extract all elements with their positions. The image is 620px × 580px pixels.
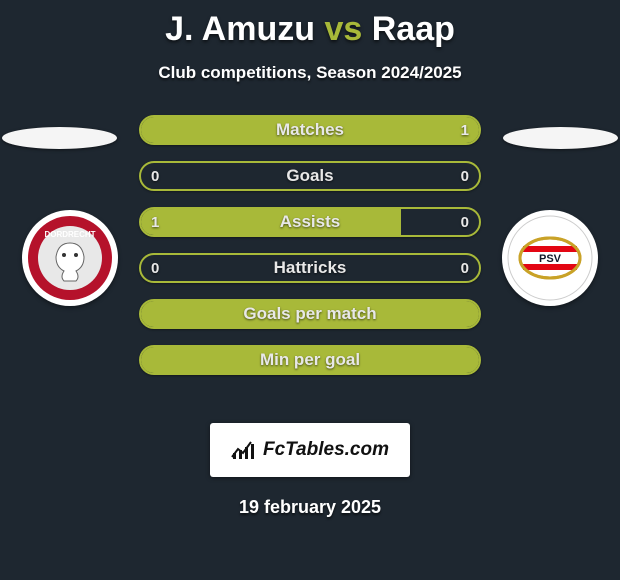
player2-club-crest: PSV bbox=[502, 210, 598, 306]
player2-name: Raap bbox=[372, 10, 455, 48]
comparison-stage: DORDRECHT PSV Matches1Goals00Assists10Ha… bbox=[0, 115, 620, 415]
player1-club-crest: DORDRECHT bbox=[22, 210, 118, 306]
stat-bar-label: Min per goal bbox=[141, 347, 479, 373]
stat-value-right: 1 bbox=[461, 117, 469, 143]
stat-bar-label: Matches bbox=[141, 117, 479, 143]
stat-bar-label: Goals per match bbox=[141, 301, 479, 327]
stat-bar-label: Goals bbox=[141, 163, 479, 189]
stat-value-left: 0 bbox=[151, 255, 159, 281]
psv-crest-icon: PSV bbox=[507, 215, 593, 301]
player2-head-placeholder bbox=[503, 127, 618, 149]
chart-icon bbox=[231, 439, 257, 461]
stat-value-right: 0 bbox=[461, 209, 469, 235]
stat-bar: Goals0 0 bbox=[139, 161, 481, 191]
stat-bar-label: Hattricks bbox=[141, 255, 479, 281]
vs-label: vs bbox=[324, 10, 362, 48]
stat-bar: Min per goal bbox=[139, 345, 481, 375]
comparison-title: J. Amuzu vs Raap bbox=[0, 0, 620, 49]
player1-head-placeholder bbox=[2, 127, 117, 149]
snapshot-date: 19 february 2025 bbox=[0, 497, 620, 518]
dordrecht-crest-icon: DORDRECHT bbox=[27, 215, 113, 301]
stat-bar: Goals per match bbox=[139, 299, 481, 329]
stat-bars: Matches1Goals00Assists10Hattricks00Goals… bbox=[139, 115, 481, 375]
stat-bar: Hattricks0 0 bbox=[139, 253, 481, 283]
svg-text:PSV: PSV bbox=[539, 253, 562, 265]
watermark-text: FcTables.com bbox=[263, 439, 389, 461]
stat-value-left: 1 bbox=[151, 209, 159, 235]
stat-bar-label: Assists bbox=[141, 209, 479, 235]
subtitle: Club competitions, Season 2024/2025 bbox=[0, 63, 620, 83]
stat-bar: Assists1 0 bbox=[139, 207, 481, 237]
stat-value-right: 0 bbox=[461, 163, 469, 189]
fctables-watermark[interactable]: FcTables.com bbox=[210, 423, 410, 477]
stat-value-right: 0 bbox=[461, 255, 469, 281]
player1-name: J. Amuzu bbox=[165, 10, 315, 48]
stat-value-left: 0 bbox=[151, 163, 159, 189]
svg-text:DORDRECHT: DORDRECHT bbox=[44, 230, 95, 239]
stat-bar: Matches1 bbox=[139, 115, 481, 145]
